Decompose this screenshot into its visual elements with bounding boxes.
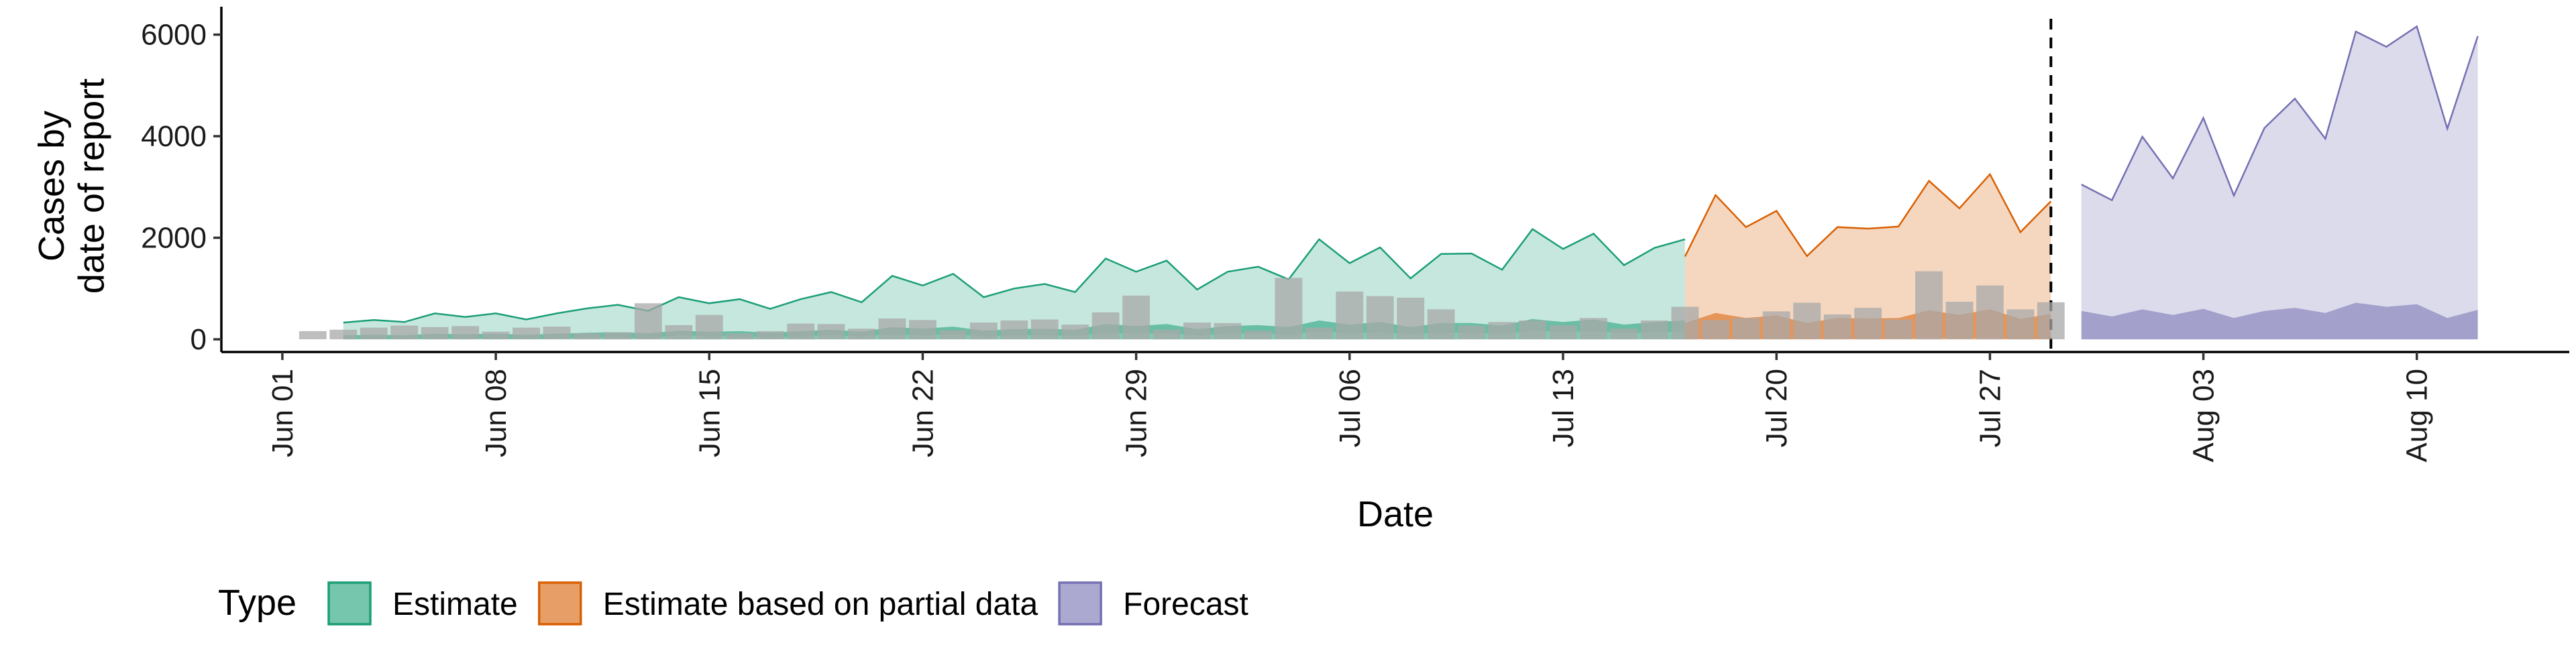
observed-bar	[1122, 295, 1150, 339]
observed-bar	[329, 329, 358, 340]
observed-bar	[1000, 320, 1028, 339]
observed-bar	[1884, 319, 1913, 339]
observed-bar	[1427, 309, 1455, 340]
x-tick-label: Jun 15	[693, 369, 726, 457]
observed-bar	[634, 303, 662, 340]
observed-bar	[1732, 318, 1760, 340]
observed-bar	[1640, 320, 1668, 339]
observed-bar	[2006, 309, 2035, 340]
observed-bar	[1458, 325, 1486, 339]
ribbon-upper-line-2	[2081, 25, 2479, 202]
observed-bar	[299, 331, 327, 339]
y-axis-title: Cases bydate of report	[32, 78, 111, 294]
observed-bar	[1152, 329, 1181, 340]
observed-bar	[513, 327, 540, 339]
y-tick-label: 0	[191, 323, 207, 356]
y-axis-title-line: Cases by	[32, 111, 72, 261]
observed-bar	[1762, 311, 1790, 340]
observed-bar	[1701, 320, 1729, 340]
observed-bar	[756, 331, 784, 339]
observed-bar	[665, 325, 693, 340]
chart-bars	[299, 271, 2065, 340]
observed-bar	[1854, 308, 1882, 340]
legend-swatch-2	[1058, 581, 1102, 626]
observed-bar	[878, 318, 906, 340]
observed-bar	[1519, 320, 1546, 339]
ribbon-outer-1	[1684, 174, 2051, 340]
legend-swatch-0	[327, 581, 372, 626]
observed-bar	[787, 323, 815, 340]
legend-label-2: Forecast	[1123, 587, 1248, 622]
y-tick-label: 6000	[141, 19, 207, 52]
observed-bar	[1580, 318, 1607, 340]
observed-bar	[1976, 285, 2004, 340]
observed-bar	[1793, 302, 1821, 339]
x-tick-label: Jun 22	[907, 369, 940, 457]
observed-bar	[1305, 327, 1333, 339]
x-tick-label: Jul 06	[1334, 369, 1366, 447]
observed-bar	[482, 331, 510, 340]
observed-bar	[1823, 314, 1851, 340]
observed-bar	[817, 324, 845, 339]
y-tick-label: 2000	[141, 222, 207, 255]
observed-bar	[1945, 302, 1974, 339]
x-tick-label: Aug 10	[2401, 369, 2434, 462]
y-tick-label: 4000	[141, 120, 207, 153]
legend-label-0: Estimate	[392, 587, 518, 622]
x-tick-label: Jul 13	[1547, 369, 1580, 447]
x-axis-title: Date	[1357, 494, 1434, 534]
observed-bar	[1366, 296, 1394, 340]
legend-title: Type	[218, 583, 297, 623]
observed-bar	[1336, 291, 1364, 340]
observed-bar	[1488, 322, 1516, 340]
ribbon-outer-2	[2081, 26, 2478, 340]
observed-bar	[1244, 331, 1272, 340]
ribbon-upper-line-0	[343, 228, 1686, 324]
observed-bar	[451, 326, 480, 340]
legend-label-1: Estimate based on partial data	[603, 587, 1038, 622]
observed-bar	[1397, 298, 1425, 340]
x-tick-label: Aug 03	[2188, 369, 2220, 462]
observed-bar	[574, 333, 601, 340]
observed-bar	[939, 330, 967, 339]
observed-bar	[726, 333, 754, 340]
observed-bar	[1915, 271, 1943, 340]
observed-bar	[1183, 322, 1211, 340]
observed-bar	[543, 327, 571, 339]
x-tick-label: Jun 01	[266, 369, 299, 457]
chart-legend: Type Estimate Estimate based on partial da…	[218, 581, 1248, 626]
observed-bar	[360, 327, 388, 339]
observed-bar	[2037, 302, 2065, 340]
ribbon-upper-line-1	[1684, 172, 2052, 257]
x-tick-label: Jun 08	[480, 369, 513, 457]
observed-bar	[695, 314, 723, 340]
observed-bar	[390, 325, 419, 339]
observed-bar	[909, 320, 936, 340]
x-tick-label: Jun 29	[1120, 369, 1153, 457]
observed-bar	[1061, 325, 1089, 340]
observed-bar	[1214, 322, 1242, 339]
observed-bar	[848, 329, 875, 340]
legend-swatch-1	[537, 581, 582, 626]
chart-axes: 0 2000 4000 6000 Jun 01 Jun 08 Jun 15 Jun 22 Jun…	[32, 7, 2569, 534]
observed-bar	[421, 327, 449, 340]
ribbon-inner-2	[2081, 302, 2478, 340]
observed-bar	[1030, 319, 1059, 339]
observed-bar	[1610, 329, 1638, 340]
observed-bar	[1091, 312, 1120, 339]
observed-bar	[1671, 306, 1699, 340]
observed-bar	[969, 322, 998, 340]
x-tick-label: Jul 27	[1974, 369, 2006, 447]
observed-bar	[1275, 278, 1303, 339]
y-axis-title-line: date of report	[71, 78, 111, 294]
observed-bar	[604, 332, 632, 340]
x-tick-label: Jul 20	[1760, 369, 1793, 447]
observed-bar	[1549, 325, 1577, 340]
